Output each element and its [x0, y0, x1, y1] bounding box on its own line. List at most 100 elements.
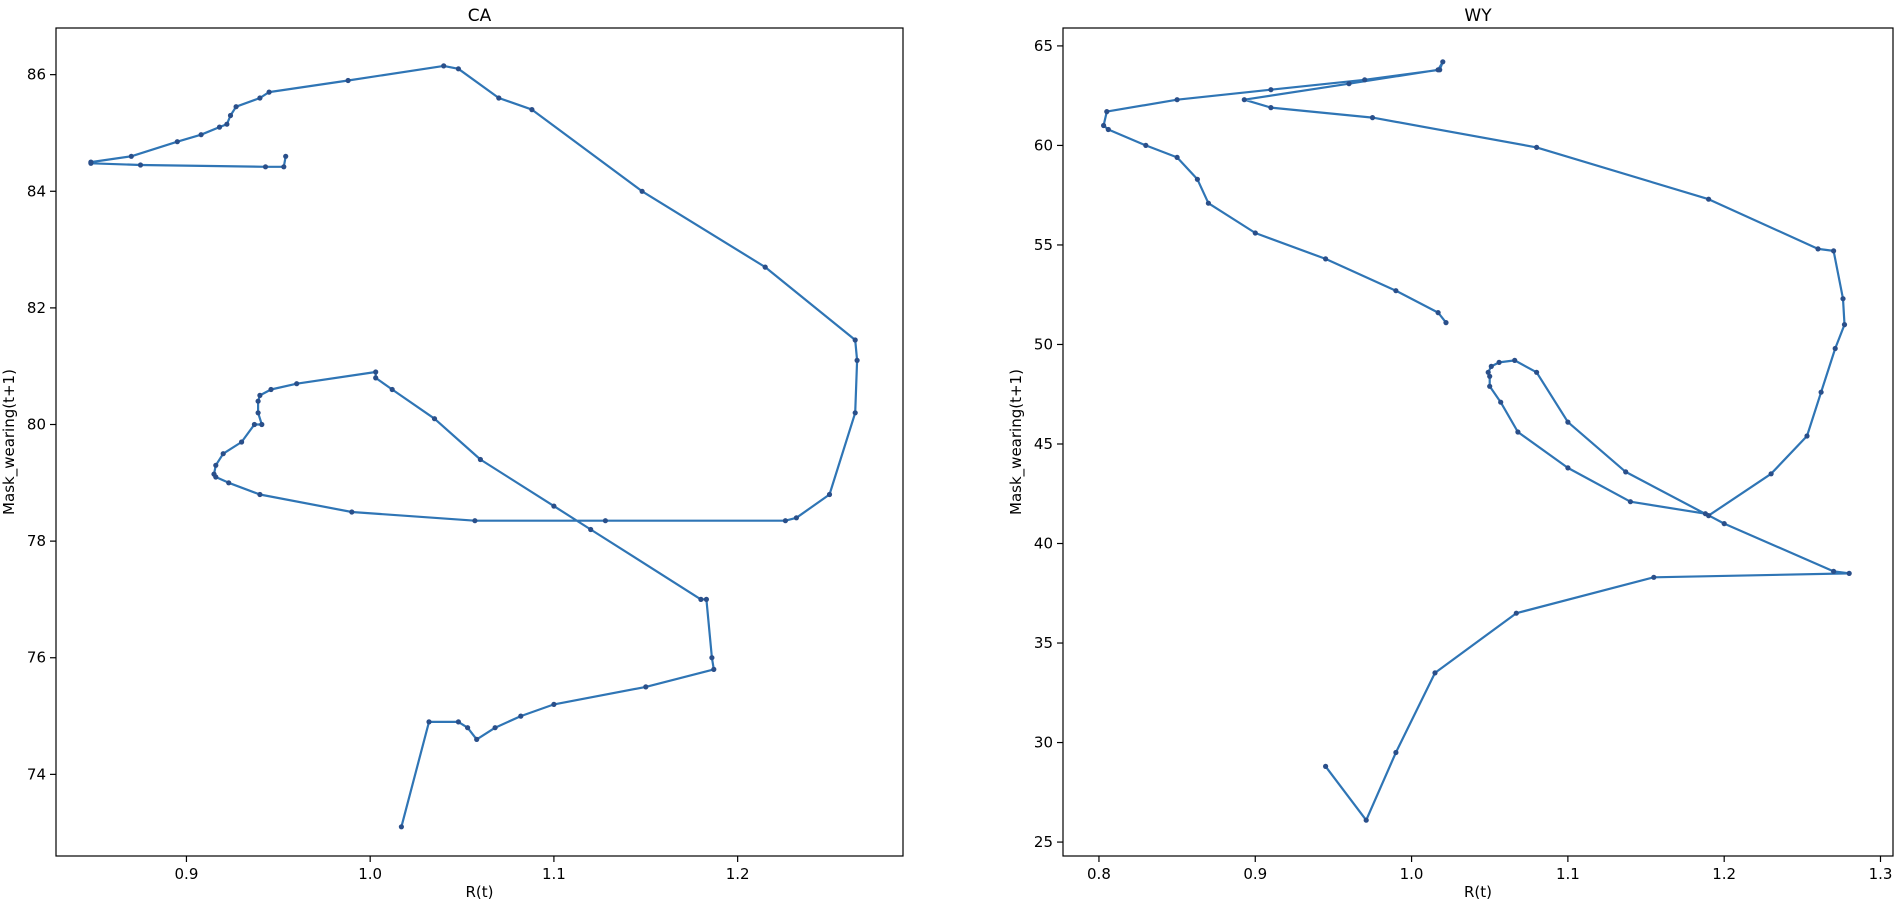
wy-data-point	[1485, 369, 1491, 375]
ca-data-point	[703, 596, 710, 603]
ca-data-point	[137, 162, 144, 168]
ca-x-tick-label: 0.9	[175, 865, 199, 883]
ca-data-point	[281, 164, 287, 170]
wy-data-point	[1241, 97, 1247, 103]
ca-y-tick-label: 78	[27, 532, 46, 550]
wy-data-point	[1840, 296, 1846, 302]
ca-data-point	[257, 491, 263, 498]
ca-data-point	[213, 474, 219, 480]
ca-y-axis-label: Mask_wearing(t+1)	[0, 369, 19, 515]
wy-data-point	[1432, 670, 1438, 676]
ca-x-tick-label: 1.0	[358, 865, 382, 883]
wy-x-tick-label: 1.1	[1556, 865, 1580, 883]
wy-data-point	[1832, 345, 1838, 352]
ca-data-point	[782, 518, 789, 524]
ca-y-tick-label: 86	[27, 66, 46, 84]
wy-data-point	[1101, 122, 1107, 129]
ca-data-point	[602, 518, 609, 524]
wy-x-tick-label: 1.0	[1400, 865, 1424, 883]
wy-data-point	[1393, 749, 1399, 756]
wy-data-point	[1565, 419, 1571, 425]
wy-data-point	[1841, 322, 1848, 328]
wy-data-point	[1174, 154, 1180, 160]
wy-data-point	[1488, 363, 1494, 369]
ca-data-point	[257, 392, 263, 398]
wy-data-point	[1443, 320, 1449, 326]
wy-data-point	[1623, 469, 1629, 475]
ca-data-point	[426, 719, 432, 725]
wy-data-point	[1721, 521, 1727, 527]
ca-plot-frame	[55, 27, 904, 857]
ca-data-point	[213, 462, 219, 468]
wy-y-tick-label: 55	[1034, 236, 1053, 254]
ca-data-point	[251, 421, 257, 428]
wy-data-point	[1369, 115, 1376, 121]
ca-data-point	[698, 596, 704, 603]
wy-x-tick-label: 1.3	[1869, 865, 1893, 883]
wy-data-point	[1815, 246, 1821, 252]
wy-y-tick-label: 30	[1034, 734, 1053, 752]
ca-data-point	[477, 456, 483, 463]
wy-data-point	[1268, 105, 1274, 111]
wy-data-point	[1831, 248, 1837, 254]
ca-data-point	[474, 736, 480, 743]
wy-data-point	[1496, 359, 1502, 365]
ca-data-point	[255, 410, 261, 416]
ca-x-tick-label: 1.1	[542, 865, 566, 883]
wy-data-point	[1362, 77, 1368, 83]
wy-data-point	[1706, 513, 1712, 519]
wy-data-point	[1804, 433, 1810, 439]
wy-data-point	[1487, 383, 1493, 389]
ca-data-point	[239, 439, 245, 445]
ca-data-point	[262, 164, 269, 170]
wy-data-point	[1565, 465, 1571, 471]
ca-data-point	[639, 188, 645, 194]
wy-data-point	[1346, 81, 1352, 87]
ca-data-point	[441, 63, 447, 69]
wy-y-tick-label: 25	[1034, 833, 1053, 851]
wy-data-point	[1512, 357, 1518, 363]
ca-data-point	[455, 66, 461, 72]
wy-x-tick-label: 1.2	[1712, 865, 1736, 883]
ca-data-point	[227, 112, 234, 119]
wy-x-tick-label: 0.9	[1243, 865, 1267, 883]
ca-data-point	[255, 398, 261, 404]
ca-trajectory-line	[89, 64, 859, 828]
ca-data-point	[373, 375, 379, 381]
wy-panel: WY 0.8 0.9 1.0 1.1 1.2 1.3 25 30 35 40 45 50 55 60 65…	[1007, 6, 1894, 901]
ca-data-point	[283, 153, 289, 159]
wy-data-point	[1363, 817, 1369, 823]
ca-data-point	[268, 386, 274, 393]
wy-data-point	[1706, 196, 1712, 202]
wy-data-point	[1104, 109, 1110, 115]
wy-data-point	[1252, 230, 1258, 236]
ca-data-point	[793, 515, 800, 521]
ca-data-point	[373, 369, 379, 375]
wy-data-point	[1534, 144, 1540, 150]
wy-data-point	[1323, 256, 1329, 262]
wy-data-point	[1105, 126, 1111, 133]
ca-data-point	[233, 104, 239, 110]
wy-data-point	[1143, 142, 1149, 148]
ca-data-point	[259, 421, 265, 428]
ca-trajectory-markers	[88, 63, 860, 830]
wy-data-point	[1627, 499, 1633, 505]
ca-data-point	[128, 153, 134, 159]
wy-data-point	[1651, 574, 1657, 580]
ca-data-point	[226, 480, 232, 486]
ca-y-tick-label: 82	[27, 299, 46, 317]
wy-data-point	[1818, 389, 1824, 395]
wy-y-axis-label: Mask_wearing(t+1)	[1007, 369, 1026, 515]
ca-data-point	[455, 719, 461, 725]
wy-data-point	[1515, 429, 1521, 435]
ca-data-point	[345, 77, 351, 84]
wy-plot-frame	[1062, 27, 1894, 857]
wy-x-tick-label: 0.8	[1087, 865, 1111, 883]
ca-y-axis: 74 76 78 80 82 84 86	[27, 66, 56, 783]
ca-x-axis-label: R(t)	[465, 883, 493, 901]
ca-data-point	[496, 95, 502, 101]
wy-data-point	[1435, 310, 1441, 316]
ca-data-point	[472, 518, 478, 524]
wy-data-point	[1393, 288, 1399, 294]
wy-y-axis: 25 30 35 40 45 50 55 60 65	[1034, 37, 1063, 851]
